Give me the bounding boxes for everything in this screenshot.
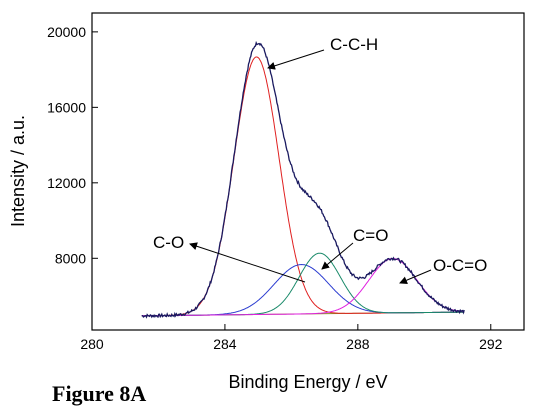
x-axis: 280 284 288 292 <box>80 324 503 352</box>
annotation-label: C-O <box>153 233 184 252</box>
y-tick-label: 16000 <box>47 99 86 115</box>
annotation-arrow <box>321 242 354 270</box>
annotation-label: C=O <box>353 226 388 245</box>
annotations: C-C-H C-O C=O O-C=O <box>153 35 487 284</box>
y-tick-label: 12000 <box>47 175 86 191</box>
envelope-curve <box>141 40 465 319</box>
y-axis-label: Intensity / a.u. <box>8 115 28 227</box>
y-tick-label: 20000 <box>47 24 86 40</box>
annotation-arrow <box>189 242 306 283</box>
annotation-arrow <box>399 269 432 284</box>
x-tick-label: 288 <box>346 336 370 352</box>
component-c-o <box>141 263 465 317</box>
figure-caption: Figure 8A <box>52 381 147 406</box>
y-tick-label: 8000 <box>55 250 86 266</box>
x-axis-label: Binding Energy / eV <box>228 372 387 392</box>
component-c-o <box>141 252 465 317</box>
x-tick-label: 284 <box>213 336 237 352</box>
plot-frame <box>91 12 525 331</box>
y-axis: 8000 12000 16000 20000 <box>47 24 98 266</box>
x-tick-label: 292 <box>479 336 503 352</box>
annotation-label: C-C-H <box>330 35 378 54</box>
component-o-c-o <box>141 258 465 317</box>
x-tick-label: 280 <box>80 336 104 352</box>
fit-curves <box>141 40 465 319</box>
component-c-c-h <box>141 56 465 317</box>
annotation-label: O-C=O <box>433 256 487 275</box>
annotation-arrow <box>267 49 325 70</box>
